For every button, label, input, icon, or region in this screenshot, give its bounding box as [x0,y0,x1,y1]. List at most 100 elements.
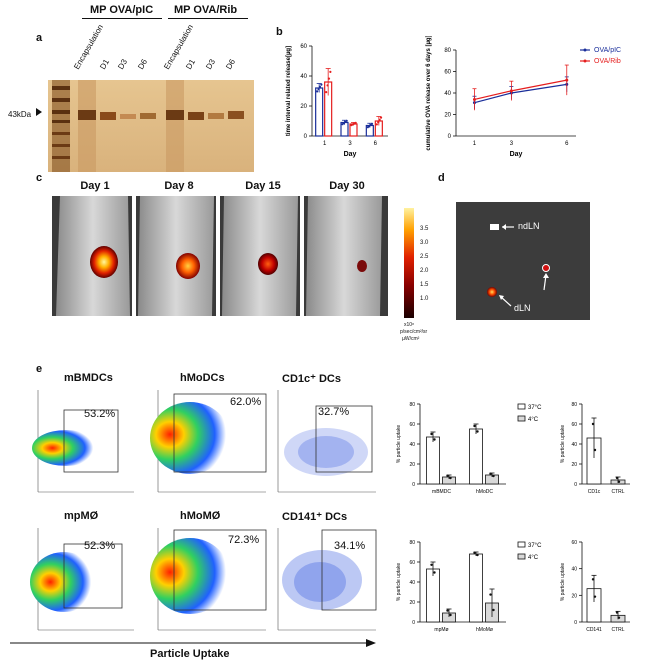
y-tick-label: 80 [409,402,415,408]
imaging-colorbar [404,208,414,318]
data-point [473,424,476,428]
y-axis-title: % particle uptake [396,563,402,602]
gel-lane-label: D6 [136,57,150,71]
flow-title: mpMØ [64,510,99,522]
x-tick-label: CD141 [586,627,602,633]
y-tick-label: 0 [574,620,577,626]
gel-marker-arrow-icon [36,108,42,116]
legend-label: OVA/pIC [594,47,621,54]
x-axis-title: Day [510,151,523,158]
colorbar-tick: 1.0 [420,296,429,302]
data-point [591,578,595,581]
legend-swatch [517,403,526,410]
y-tick-label: 0 [574,482,577,488]
colorbar-tick: 3.5 [420,226,429,232]
data-point [433,438,436,441]
gel-lane-label: D3 [204,57,218,71]
data-point [472,97,476,101]
data-point [591,422,595,426]
legend-label: 4°C [528,555,539,561]
flow-plot-cd141 [277,528,377,631]
y-tick-label: 60 [409,560,415,566]
colorbar-tick: 2.5 [420,254,429,260]
lymph-node-image [456,202,590,320]
legend-swatch [517,415,526,422]
x-tick-label: 3 [510,141,514,147]
data-point [354,121,357,124]
data-point [449,613,452,617]
y-tick-label: 20 [571,462,577,468]
x-tick-label: CTRL [611,489,624,495]
gel-group-left: MP OVA/pIC [90,4,154,16]
flow-gate-percent: 62.0% [230,396,262,408]
x-tick-label: 1 [473,141,477,147]
data-point [617,480,621,483]
data-point [446,474,449,477]
data-point [615,476,619,480]
data-point [489,472,492,475]
y-axis-title: time interval related release[µg] [286,46,292,136]
x-tick-label: 3 [348,141,352,147]
data-point [492,474,495,478]
data-point [492,608,495,612]
y-tick-label: 20 [300,104,307,110]
dln-label: dLN [514,303,531,313]
y-tick-label: 40 [409,442,415,448]
flow-title: hMoMØ [180,510,221,522]
bar [315,87,324,137]
y-tick-label: 80 [444,48,451,54]
panel-label-c: c [36,172,43,184]
x-tick-label: 6 [565,141,569,147]
ndln-label: ndLN [518,221,540,231]
flow-gate-percent: 34.1% [334,540,366,552]
y-tick-label: 60 [409,422,415,428]
y-tick-label: 20 [409,462,415,468]
data-point [593,448,597,452]
flow-gate-percent: 52.3% [84,540,116,552]
x-tick-label: hMoDC [476,489,493,495]
data-point [476,553,479,557]
y-tick-label: 80 [409,540,415,546]
data-point [430,563,433,566]
y-tick-label: 40 [571,442,577,448]
legend-label: 37°C [528,405,542,411]
imaging-day-title: Day 8 [164,180,194,192]
gel-lane-label: D1 [98,57,112,71]
x-tick-label: 6 [374,141,378,147]
y-tick-label: 60 [444,70,451,76]
bar [469,553,483,623]
y-tick-label: 40 [444,91,451,97]
data-point [593,595,597,598]
data-point [446,609,449,612]
flow-plot-mpm [30,528,134,631]
panel-label-a: a [36,32,43,44]
data-point [489,593,492,596]
data-point [476,430,479,433]
data-point [378,118,381,121]
y-tick-label: 0 [412,482,415,488]
data-point [449,476,452,480]
legend-swatch [517,553,526,560]
x-tick-label: 1 [323,141,327,147]
legend-label: 37°C [528,543,542,549]
data-point [375,123,378,126]
flow-gate-percent: 72.3% [228,534,260,546]
uptake-bar-chart-4: 0 20 40 60 CD141 CTRL % particle uptake [560,540,630,633]
y-tick-label: 40 [300,74,307,80]
data-point [379,116,383,119]
data-point [473,551,476,554]
uptake-bar-chart-1: 0 20 40 60 80 mBMDC hMoDC % particle uptake 37°C… [396,402,542,495]
y-axis-title: % particle uptake [396,425,402,464]
y-tick-label: 0 [448,134,452,140]
colorbar-tick: 1.5 [420,282,429,288]
imaging-day-title: Day 1 [80,180,110,192]
data-point [327,77,331,80]
flow-gate-percent: 53.2% [84,408,116,420]
bar [469,428,483,485]
uptake-bar-chart-2: 0 20 40 60 80 CD1c CTRL % particle uptake [560,402,630,495]
gel-group-left-rule [82,18,162,19]
uptake-bar-chart-3: 0 20 40 60 80 mpMø hMoMø % particle uptake 37°C 4… [396,540,542,633]
y-tick-label: 20 [571,593,577,599]
y-axis-title: % particle uptake [560,425,566,464]
data-point [433,571,436,574]
